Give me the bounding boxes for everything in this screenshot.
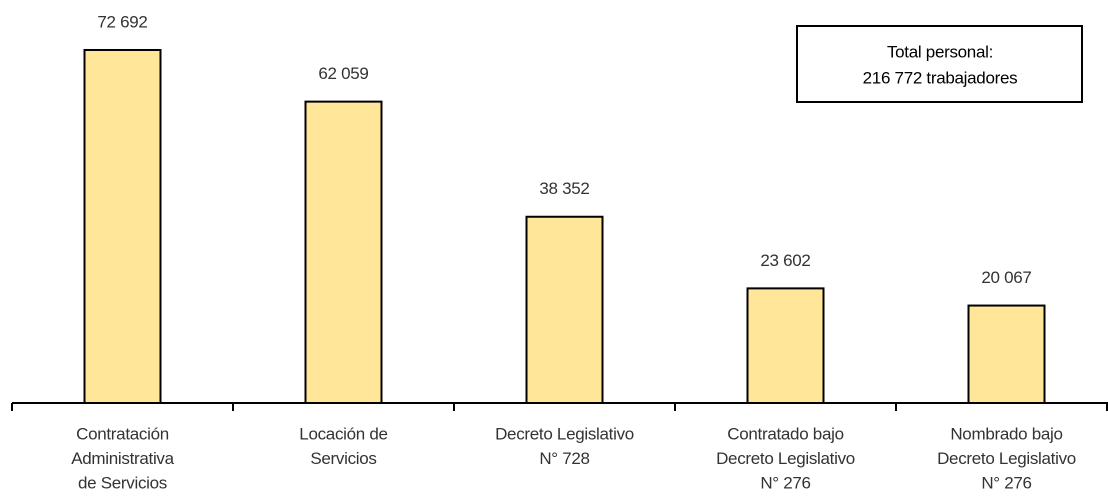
annotation-line: 216 772 trabajadores [863, 68, 1018, 87]
value-label: 20 067 [981, 268, 1031, 287]
annotation-box [796, 25, 1083, 103]
x-tick-label: Decreto Legislativo [937, 449, 1076, 468]
x-tick-label: Administrativa [71, 449, 174, 468]
bar [746, 287, 825, 404]
x-tick-label: Decreto Legislativo [495, 424, 634, 443]
value-label: 23 602 [760, 251, 810, 270]
bar [83, 48, 162, 405]
x-tick-label: Servicios [310, 449, 376, 468]
x-tick-label: Nombrado bajo [950, 424, 1062, 443]
bar [525, 215, 604, 404]
annotation-line: Total personal: [887, 42, 993, 61]
x-tick-label: Decreto Legislativo [716, 449, 855, 468]
bar [304, 100, 383, 405]
x-tick-label: de Servicios [78, 473, 167, 492]
x-tick-label: N° 276 [981, 473, 1031, 492]
x-tick-label: Contratación [76, 424, 169, 443]
value-label: 72 692 [97, 12, 147, 31]
x-tick-label: Contratado bajo [727, 424, 843, 443]
x-tick-label: Locación de [299, 424, 387, 443]
bar [967, 304, 1046, 404]
x-tick-label: N° 728 [539, 449, 589, 468]
x-tick-label: N° 276 [760, 473, 810, 492]
value-label: 38 352 [539, 179, 589, 198]
value-label: 62 059 [318, 64, 368, 83]
